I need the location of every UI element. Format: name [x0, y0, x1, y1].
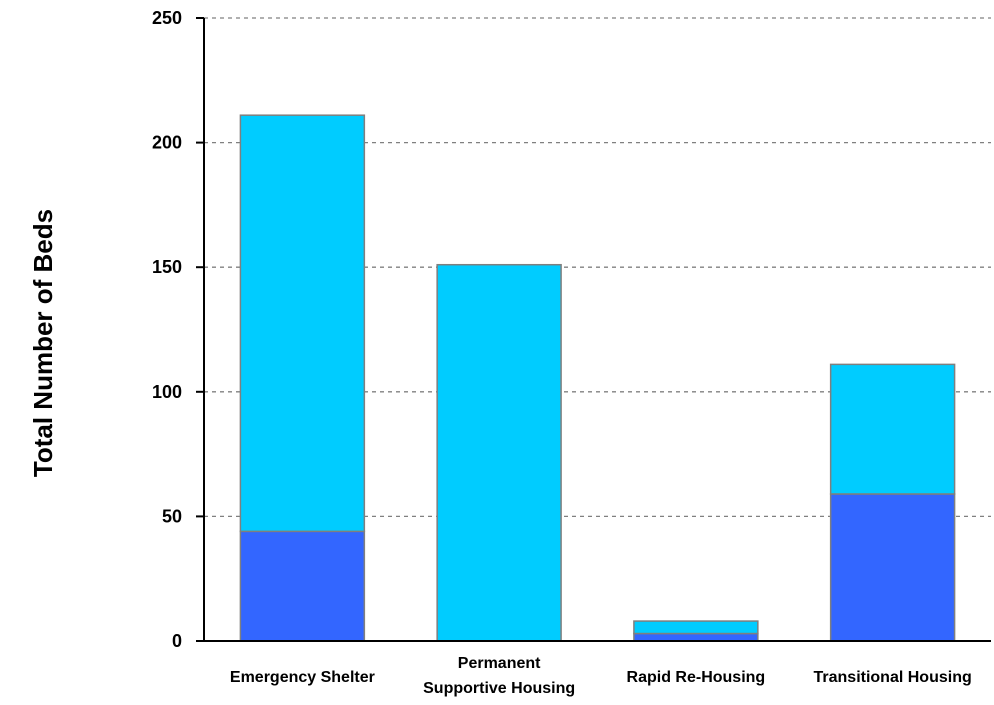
- x-category-label: Permanent Supportive Housing: [423, 655, 575, 697]
- x-category-label-line: Emergency Shelter: [230, 669, 375, 686]
- y-tick-label: 200: [152, 133, 182, 153]
- x-category-label-line: Permanent: [458, 655, 541, 672]
- bar-series-2: [633, 620, 759, 635]
- y-tick-label: 100: [152, 382, 182, 402]
- x-category-label-line: Supportive Housing: [423, 680, 575, 697]
- x-category-label-line: Transitional Housing: [814, 669, 972, 686]
- bars: [239, 114, 956, 642]
- bar-series-1: [239, 530, 366, 642]
- x-category-label: Transitional Housing: [814, 669, 972, 686]
- x-category-label: Rapid Re-Housing: [627, 669, 766, 686]
- x-category-label: Emergency Shelter: [230, 669, 375, 686]
- bar-series-2: [829, 363, 956, 495]
- y-axis-title: Total Number of Beds: [28, 209, 58, 477]
- x-category-label-line: Rapid Re-Housing: [627, 669, 766, 686]
- bar-series-1: [633, 632, 759, 642]
- bar-series-2: [239, 114, 366, 533]
- y-tick-label: 50: [162, 506, 182, 526]
- axes: [203, 18, 991, 642]
- y-tick-label: 0: [172, 631, 182, 651]
- y-tick-labels: 0 50 100 150 200 250: [152, 8, 182, 651]
- bar-series-1: [829, 493, 956, 642]
- y-tick-label: 250: [152, 8, 182, 28]
- y-tick-label: 150: [152, 257, 182, 277]
- x-category-labels: Emergency Shelter Permanent Supportive Hou…: [230, 655, 972, 697]
- bar-series-2: [436, 263, 562, 642]
